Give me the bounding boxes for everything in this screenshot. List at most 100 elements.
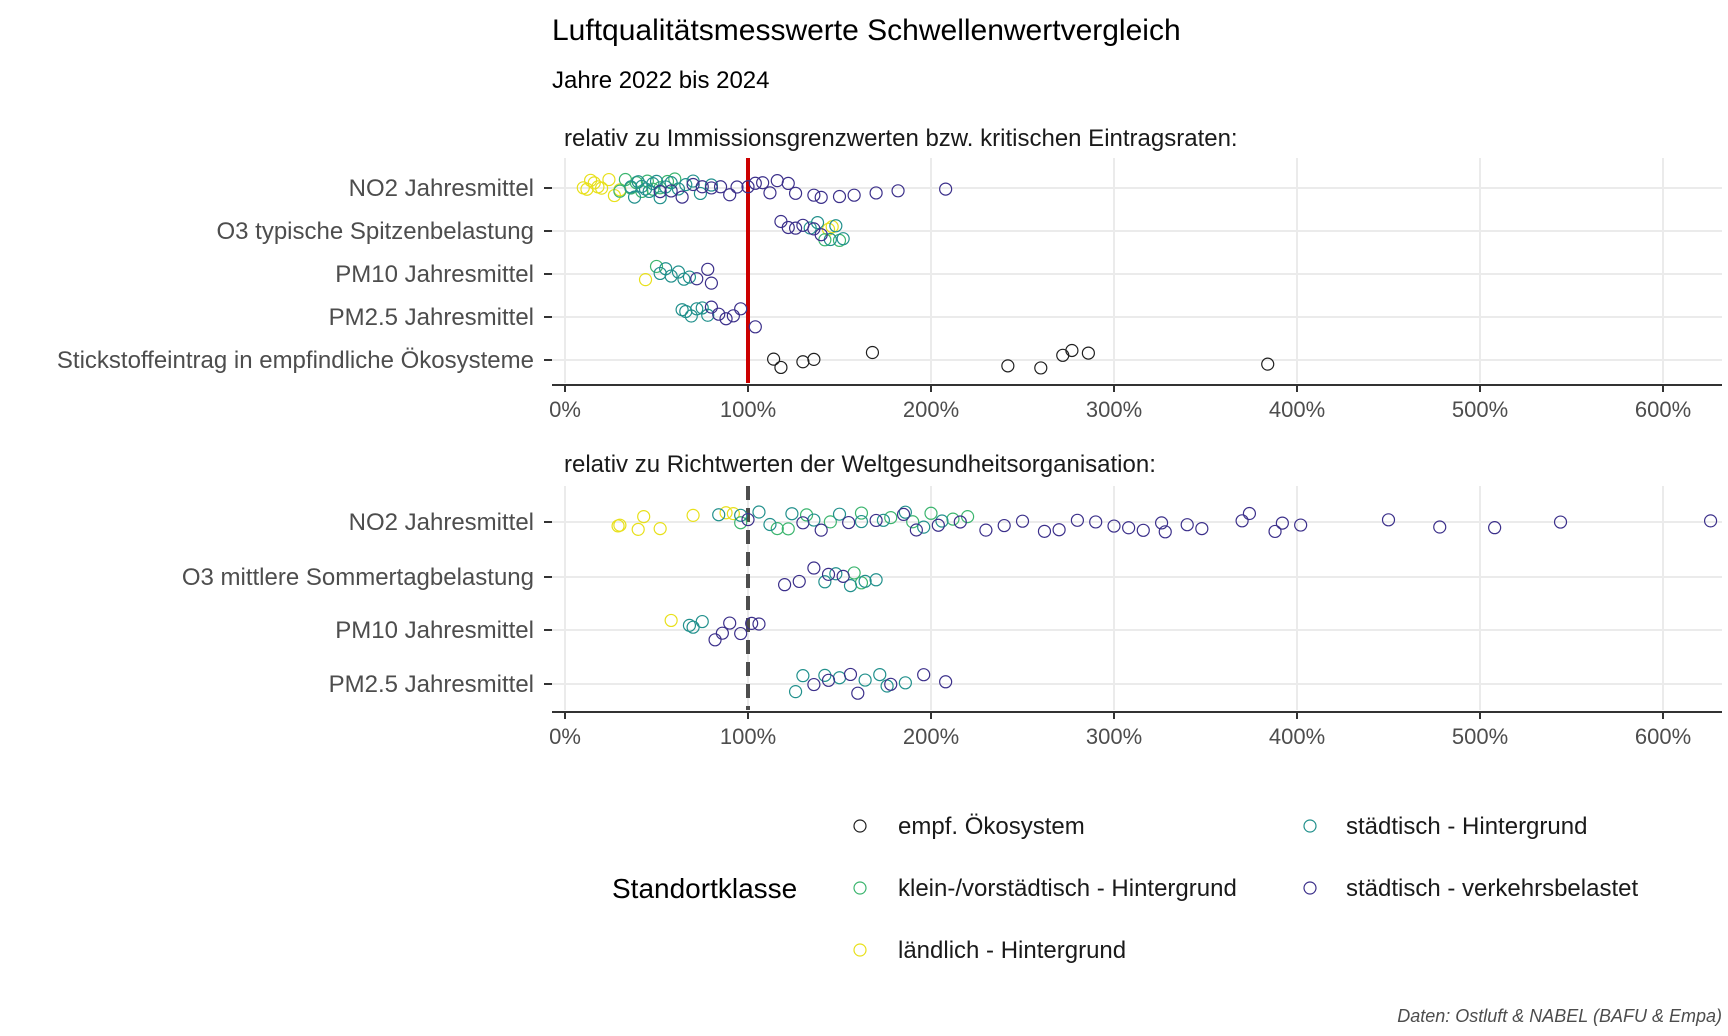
data-point bbox=[741, 180, 755, 194]
data-point bbox=[898, 676, 912, 690]
data-point bbox=[704, 181, 719, 195]
data-point bbox=[1065, 343, 1079, 358]
data-point bbox=[843, 579, 858, 593]
data-point bbox=[730, 180, 744, 194]
data-point bbox=[701, 308, 715, 322]
data-point bbox=[858, 574, 872, 588]
data-point bbox=[767, 352, 781, 366]
data-point bbox=[865, 345, 880, 360]
panel-2: 0% 100% 200% 300% 400% 500% 600% NO2 Jahresmitt… bbox=[182, 486, 1722, 749]
data-point bbox=[668, 172, 682, 186]
data-point bbox=[796, 355, 810, 369]
legend-item-stadtisch-verkehr: städtisch - verkehrsbelastet bbox=[1303, 875, 1638, 902]
panel-2-title: relativ zu Richtwerten der Weltgesundhei… bbox=[564, 451, 1156, 478]
data-point bbox=[832, 507, 847, 521]
data-point bbox=[1081, 346, 1095, 360]
category-label-pm10-jahresmittel: PM10 Jahresmittel bbox=[335, 617, 534, 644]
data-point bbox=[1488, 521, 1502, 535]
data-point bbox=[763, 186, 777, 200]
data-point bbox=[1268, 524, 1282, 539]
data-point bbox=[653, 185, 667, 199]
data-point bbox=[829, 219, 843, 233]
x-tick-label: 200% bbox=[903, 724, 959, 749]
data-point bbox=[653, 522, 667, 536]
legend: Standortklasse empf. Ökosystem städtisch… bbox=[612, 813, 1638, 964]
data-point bbox=[734, 626, 748, 641]
x-tick-label: 100% bbox=[720, 397, 776, 422]
data-point bbox=[774, 214, 788, 229]
data-point bbox=[695, 180, 709, 194]
data-point bbox=[931, 518, 945, 532]
data-point bbox=[715, 626, 729, 640]
data-point bbox=[796, 218, 810, 232]
data-point bbox=[869, 513, 883, 528]
category-label-pm2-5-jahresmittel: PM2.5 Jahresmittel bbox=[329, 671, 534, 698]
data-point bbox=[719, 506, 733, 520]
legend-key bbox=[1303, 819, 1317, 833]
data-point bbox=[748, 320, 762, 334]
data-point bbox=[642, 184, 656, 199]
data-point bbox=[851, 686, 865, 700]
data-point bbox=[1136, 523, 1150, 537]
data-point bbox=[693, 186, 708, 201]
data-point bbox=[854, 514, 869, 529]
data-point bbox=[675, 190, 689, 204]
x-tick-label: 0% bbox=[549, 397, 581, 422]
data-point bbox=[796, 516, 810, 530]
data-point bbox=[781, 220, 795, 235]
data-point bbox=[745, 616, 759, 630]
data-point bbox=[898, 505, 912, 519]
data-point bbox=[708, 633, 722, 647]
data-point bbox=[847, 188, 861, 202]
data-point bbox=[701, 262, 715, 276]
data-point bbox=[788, 685, 803, 699]
panels: 0% 100% 200% 300% 400% 500% 600% NO2 Jahresmitt… bbox=[57, 158, 1722, 749]
data-point bbox=[792, 574, 806, 589]
data-point bbox=[734, 508, 748, 522]
chart-title: Luftqualitätsmesswerte Schwellenwertverg… bbox=[552, 14, 1181, 47]
data-point bbox=[664, 184, 678, 198]
data-point bbox=[1158, 525, 1172, 539]
data-point bbox=[869, 186, 883, 200]
legend-item-stadtisch-hintergrund: städtisch - Hintergrund bbox=[1303, 813, 1587, 840]
data-point bbox=[854, 506, 869, 520]
data-point bbox=[796, 669, 810, 683]
data-source-caption: Daten: Ostluft & NABEL (BAFU & Empa) bbox=[1397, 1006, 1722, 1026]
data-point bbox=[1180, 518, 1194, 532]
data-point bbox=[719, 312, 733, 326]
data-point bbox=[924, 506, 938, 520]
data-point bbox=[712, 307, 726, 321]
data-point bbox=[584, 173, 598, 187]
x-tick-label: 400% bbox=[1269, 397, 1325, 422]
legend-key bbox=[853, 943, 867, 957]
data-point bbox=[637, 509, 651, 524]
data-point bbox=[649, 259, 664, 274]
data-point bbox=[1001, 359, 1015, 373]
data-point bbox=[997, 518, 1011, 533]
legend-label: städtisch - Hintergrund bbox=[1346, 813, 1587, 840]
data-point bbox=[810, 215, 825, 230]
legend-title: Standortklasse bbox=[612, 873, 797, 904]
data-point bbox=[1381, 513, 1396, 527]
data-point bbox=[832, 189, 847, 204]
x-tick-label: 200% bbox=[903, 397, 959, 422]
data-point bbox=[832, 671, 847, 685]
data-point bbox=[704, 300, 719, 314]
x-tick-label: 500% bbox=[1452, 397, 1508, 422]
data-point bbox=[884, 510, 898, 525]
data-point bbox=[631, 522, 645, 536]
data-point bbox=[1242, 506, 1257, 521]
data-point bbox=[723, 188, 737, 202]
data-point bbox=[1107, 519, 1121, 533]
data-point bbox=[909, 523, 923, 537]
data-point bbox=[814, 190, 828, 204]
data-point bbox=[1034, 361, 1048, 375]
data-point bbox=[756, 176, 770, 190]
data-point bbox=[1154, 516, 1169, 530]
data-point bbox=[664, 269, 678, 283]
legend-item-klein-vorstadtisch: klein-/vorstädtisch - Hintergrund bbox=[853, 875, 1237, 902]
data-point bbox=[1294, 518, 1308, 532]
data-point bbox=[587, 176, 601, 190]
data-point bbox=[695, 614, 709, 629]
data-point bbox=[704, 276, 719, 290]
